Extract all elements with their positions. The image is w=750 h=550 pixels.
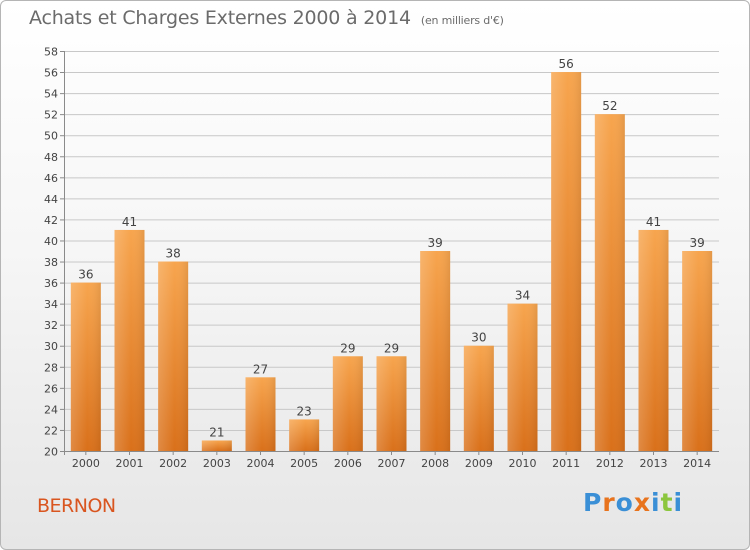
chart-subtitle: (en milliers d'€) (420, 14, 504, 27)
bar-shade (420, 251, 451, 451)
logo-letter: i (651, 488, 661, 517)
data-label: 39 (690, 236, 705, 250)
y-tick-label: 24 (44, 403, 58, 416)
proxiti-logo: Proxiti (583, 488, 683, 517)
data-label: 27 (253, 362, 268, 376)
bar-shade (463, 345, 494, 451)
x-tick-label: 2008 (421, 457, 449, 470)
bar-shade (507, 303, 538, 451)
bar-shade (638, 229, 669, 451)
y-tick-label: 40 (44, 235, 58, 248)
axes (60, 51, 719, 455)
y-tick-label: 50 (44, 130, 58, 143)
y-tick-label: 58 (44, 46, 58, 59)
bar-shade (332, 356, 363, 451)
bar-shade (289, 419, 320, 451)
x-tick-label: 2009 (465, 457, 493, 470)
y-tick-label: 32 (44, 319, 58, 332)
logo-letter: x (633, 488, 651, 517)
y-tick-label: 20 (44, 446, 58, 459)
y-tick-label: 36 (44, 277, 58, 290)
logo-letter: r (602, 488, 616, 517)
data-label: 21 (209, 425, 224, 439)
chart-title-text: Achats et Charges Externes 2000 à 2014 (29, 7, 411, 29)
y-tick-label: 44 (44, 193, 58, 206)
x-tick-label: 2000 (72, 457, 100, 470)
x-tick-label: 2004 (247, 457, 275, 470)
x-tick-label: 2014 (683, 457, 711, 470)
bar-shade (594, 114, 625, 451)
place-name: BERNON (37, 495, 116, 517)
y-tick-label: 26 (44, 382, 58, 395)
logo-letter: P (583, 488, 603, 517)
data-label: 29 (384, 341, 399, 355)
y-tick-label: 54 (44, 88, 58, 101)
bar-shade (682, 251, 713, 451)
bars (70, 72, 713, 451)
x-tick-label: 2006 (334, 457, 362, 470)
y-tick-label: 46 (44, 172, 58, 185)
y-tick-label: 42 (44, 214, 58, 227)
x-tick-label: 2007 (378, 457, 406, 470)
y-tick-label: 48 (44, 151, 58, 164)
x-tick-label: 2010 (509, 457, 537, 470)
x-tick-label: 2003 (203, 457, 231, 470)
data-label: 39 (428, 236, 443, 250)
bar-shade (114, 229, 145, 451)
bar-shade (376, 356, 407, 451)
data-label: 29 (340, 341, 355, 355)
x-tick-label: 2002 (159, 457, 187, 470)
y-tick-label: 38 (44, 256, 58, 269)
data-label: 23 (297, 404, 312, 418)
y-tick-label: 52 (44, 109, 58, 122)
x-tick-label: 2012 (596, 457, 624, 470)
x-tick-label: 2001 (116, 457, 144, 470)
bar-shade (70, 282, 101, 451)
data-label: 38 (166, 247, 181, 261)
x-tick-label: 2011 (552, 457, 580, 470)
data-label: 30 (471, 331, 486, 345)
data-label: 36 (78, 268, 93, 282)
x-tick-label: 2005 (290, 457, 318, 470)
y-tick-label: 22 (44, 424, 58, 437)
x-tick-label: 2013 (640, 457, 668, 470)
bar-shade (201, 440, 232, 451)
data-label: 56 (559, 57, 574, 71)
y-tick-label: 56 (44, 67, 58, 80)
bar-shade (245, 377, 276, 451)
chart-title: Achats et Charges Externes 2000 à 2014 (e… (29, 7, 504, 29)
data-label: 34 (515, 289, 530, 303)
logo-letter: i (673, 488, 684, 517)
labels: 20 22 24 26 28 30 32 34 36 38 40 42 44 46 48 50 52 54 56 58… (44, 46, 711, 471)
y-tick-label: 30 (44, 340, 58, 353)
y-tick-label: 28 (44, 361, 58, 374)
bar-shade (551, 72, 582, 451)
data-label: 41 (646, 215, 661, 229)
data-label: 52 (602, 99, 617, 113)
logo-letter: t (660, 488, 674, 517)
y-tick-label: 34 (44, 298, 58, 311)
bar-shade (158, 261, 189, 451)
data-label: 41 (122, 215, 137, 229)
logo-letter: o (615, 488, 634, 517)
